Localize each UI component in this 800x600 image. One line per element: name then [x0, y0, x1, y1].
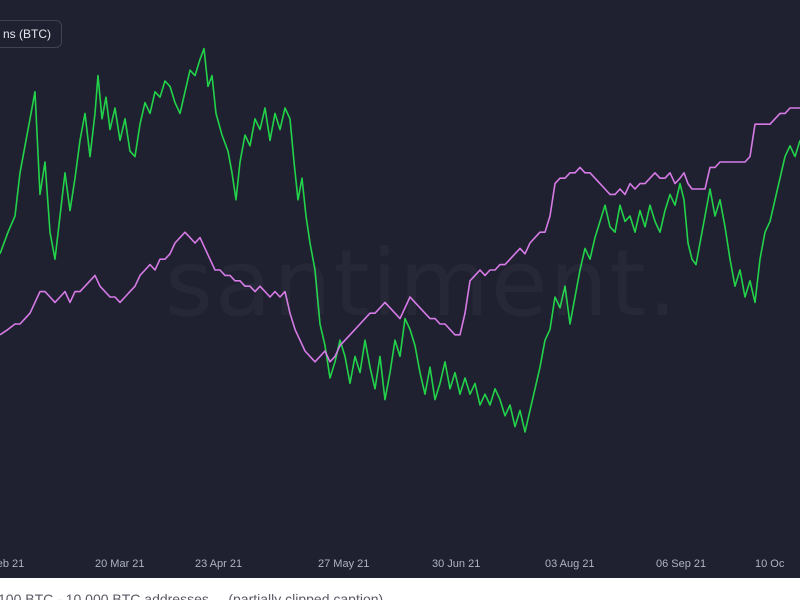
x-tick-label: 03 Aug 21: [545, 558, 595, 570]
x-tick-label: 30 Jun 21: [432, 558, 480, 570]
chart-panel: Feb 21 20 Mar 21 23 Apr 21 27 May 21 30 Jun …: [0, 0, 800, 578]
watermark: santiment.: [165, 230, 679, 337]
x-tick-label: 10 Oc: [755, 558, 785, 570]
line-chart: Feb 21 20 Mar 21 23 Apr 21 27 May 21 30 Jun …: [0, 47, 800, 570]
footer-text: 100 BTC - 10,000 BTC addresses ... (part…: [0, 591, 384, 600]
series-line-1: [0, 47, 800, 433]
x-tick-label: 27 May 21: [318, 558, 369, 570]
x-tick-label: Feb 21: [0, 558, 24, 570]
series-line-2: [0, 107, 800, 363]
legend-label[interactable]: ns (BTC): [0, 20, 62, 48]
footer-caption: 100 BTC - 10,000 BTC addresses ... (part…: [0, 580, 800, 600]
x-tick-label: 20 Mar 21: [95, 558, 145, 570]
x-tick-label: 06 Sep 21: [656, 558, 706, 570]
x-tick-label: 23 Apr 21: [195, 558, 242, 570]
